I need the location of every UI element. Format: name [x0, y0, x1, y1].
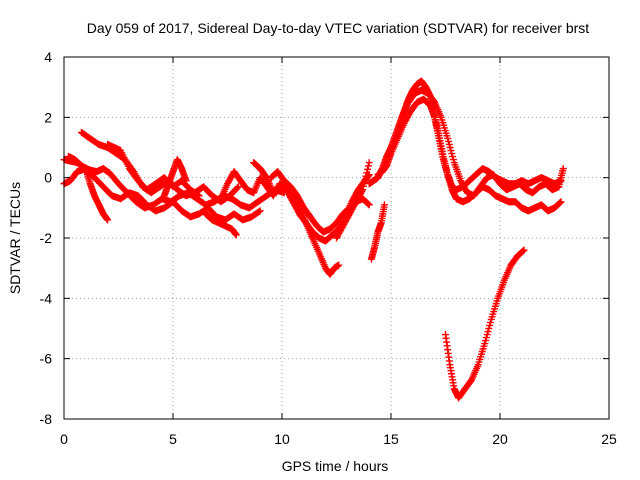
series-arc12 — [333, 159, 373, 242]
data-point — [365, 201, 373, 209]
data-point — [556, 199, 564, 207]
data-point — [559, 165, 567, 173]
data-point — [557, 198, 565, 206]
y-tick-label: -4 — [40, 290, 53, 306]
y-tick-label: -8 — [40, 411, 53, 427]
y-axis-label: SDTVAR / TECUs — [7, 182, 23, 294]
data-point — [519, 247, 527, 255]
data-point — [364, 165, 372, 173]
x-tick-label: 25 — [601, 431, 617, 447]
data-point — [234, 183, 242, 191]
data-point — [232, 231, 240, 239]
series-arc15 — [398, 86, 567, 200]
data-point — [359, 186, 367, 194]
y-tick-label: 2 — [44, 109, 52, 125]
x-axis-label: GPS time / hours — [282, 458, 389, 474]
series-arc11 — [267, 168, 373, 236]
data-point — [363, 169, 371, 177]
y-tick-label: -2 — [40, 230, 53, 246]
data-point — [365, 159, 373, 167]
series-arc14 — [374, 95, 565, 215]
data-point — [182, 177, 190, 185]
chart-title: Day 059 of 2017, Sidereal Day-to-day VTE… — [87, 20, 589, 36]
x-tick-label: 10 — [274, 431, 290, 447]
data-point — [194, 191, 202, 199]
data-point — [520, 246, 528, 254]
axis-ticks: 0 5 10 15 20 25 -8 -6 -4 -2 0 2 4 — [40, 49, 617, 447]
data-point — [380, 201, 388, 209]
data-point — [255, 208, 263, 216]
data-point — [359, 182, 367, 190]
x-tick-label: 20 — [492, 431, 508, 447]
y-tick-label: 0 — [44, 170, 52, 186]
series-arc17 — [442, 246, 528, 402]
y-tick-label: 4 — [44, 49, 52, 65]
series-arc7 — [160, 156, 190, 200]
data-point — [104, 216, 112, 224]
series-arc5 — [64, 153, 90, 176]
series-arc8 — [202, 210, 240, 239]
data-point — [82, 168, 90, 176]
series-arc16 — [367, 201, 388, 263]
data-points — [60, 77, 567, 402]
data-point — [361, 176, 369, 184]
data-point — [364, 162, 372, 170]
x-tick-label: 5 — [169, 431, 177, 447]
data-point — [335, 261, 343, 269]
x-tick-label: 0 — [60, 431, 68, 447]
data-point — [358, 187, 366, 195]
x-tick-label: 15 — [383, 431, 399, 447]
y-tick-label: -6 — [40, 351, 53, 367]
data-point — [256, 207, 264, 215]
data-point — [233, 184, 241, 192]
data-point — [195, 192, 203, 200]
data-point — [364, 200, 372, 208]
data-point — [362, 172, 370, 180]
